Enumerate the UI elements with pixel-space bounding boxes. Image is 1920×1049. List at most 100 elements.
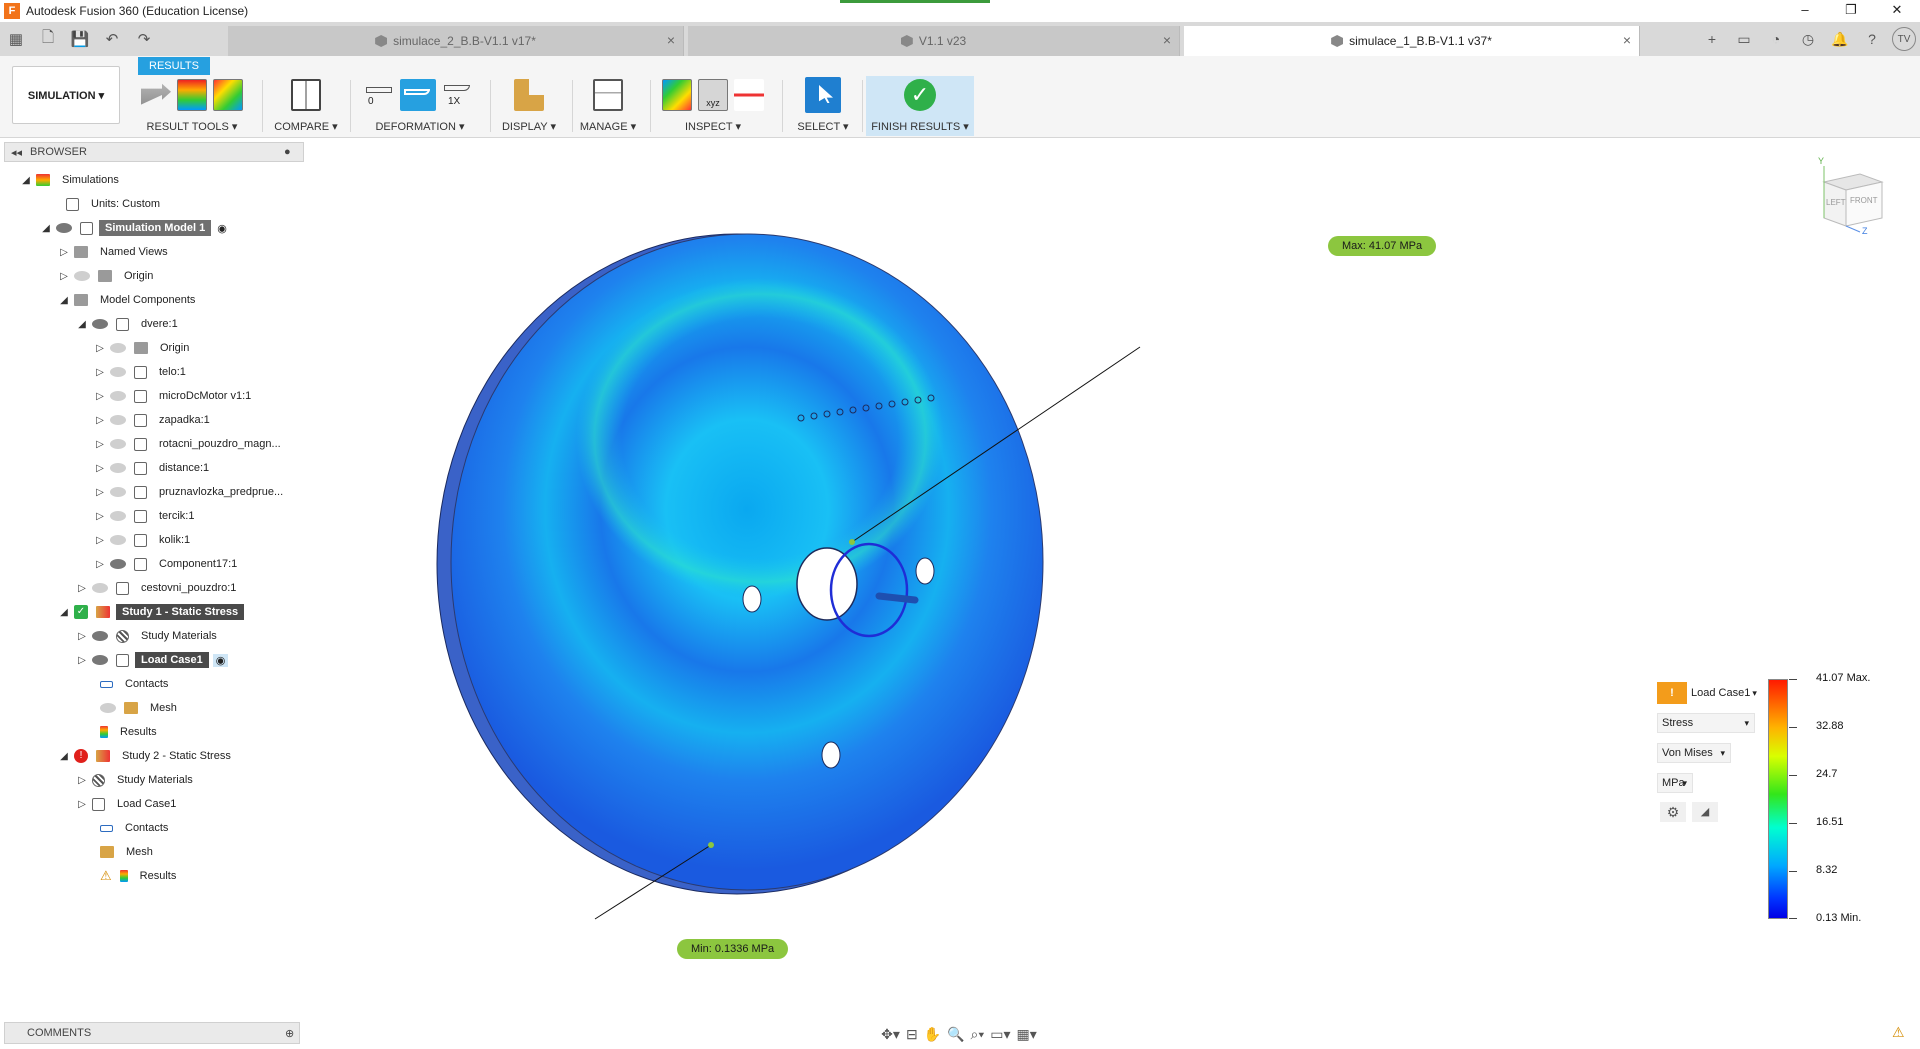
tree-item-cestovni-pouzdro[interactable]: ▷ cestovni_pouzdro:1 [76, 578, 242, 598]
collapse-panel-icon[interactable]: ◂◂ [11, 146, 23, 159]
tree-item-load-case-2[interactable]: ▷ Load Case1 [76, 794, 182, 814]
collapse-icon[interactable]: ◢ [42, 222, 50, 234]
tree-item-simulations[interactable]: ◢ Simulations [20, 170, 125, 190]
finish-results-menu[interactable]: FINISH RESULTS ▾ [871, 121, 969, 133]
tree-item-component17[interactable]: ▷ Component17:1 [94, 554, 243, 574]
adjusted-deformation-icon[interactable] [400, 79, 436, 111]
collapse-icon[interactable]: ◢ [22, 174, 30, 186]
display-menu[interactable]: DISPLAY ▾ [501, 121, 557, 133]
stress-model[interactable] [305, 138, 1920, 1018]
section-analysis-icon[interactable] [734, 79, 764, 111]
tree-item-contacts-2[interactable]: Contacts [96, 818, 174, 838]
tree-item-origin-sub[interactable]: ▷ Origin [94, 338, 195, 358]
visibility-eye-icon[interactable] [74, 271, 90, 281]
inspect-menu[interactable]: INSPECT ▾ [684, 121, 742, 133]
zoom-icon[interactable]: 🔍 [947, 1025, 965, 1042]
tree-item-distance[interactable]: ▷ distance:1 [94, 458, 215, 478]
tree-item-results-2[interactable]: ⚠ Results [96, 866, 182, 886]
tree-item-tercik[interactable]: ▷ tercik:1 [94, 506, 200, 526]
manage-icon[interactable] [593, 79, 623, 111]
manage-menu[interactable]: MANAGE ▾ [579, 121, 637, 133]
visibility-eye-icon[interactable] [92, 655, 108, 665]
viewcube-left-label[interactable]: LEFT [1826, 198, 1846, 207]
tree-item-named-views[interactable]: ▷ Named Views [58, 242, 174, 262]
restore-button[interactable]: ❐ [1845, 2, 1857, 17]
visibility-eye-icon[interactable] [110, 559, 126, 569]
tree-item-study-2[interactable]: ◢ ! Study 2 - Static Stress [58, 746, 237, 766]
close-tab-icon[interactable]: × [1162, 32, 1171, 48]
visibility-eye-icon[interactable] [110, 391, 126, 401]
avatar[interactable]: TV [1892, 27, 1916, 51]
min-stress-probe[interactable]: Min: 0.1336 MPa [677, 939, 789, 959]
tree-item-study-materials-2[interactable]: ▷ Study Materials [76, 770, 199, 790]
visibility-eye-icon[interactable] [110, 343, 126, 353]
new-tab-icon[interactable]: + [1707, 31, 1717, 47]
tree-item-mesh-1[interactable]: Mesh [96, 698, 183, 718]
tree-item-study-1[interactable]: ◢ ✓ Study 1 - Static Stress [58, 602, 245, 622]
max-stress-probe[interactable]: Max: 41.07 MPa [1328, 236, 1437, 256]
expand-icon[interactable]: ▷ [78, 582, 86, 594]
tree-item-origin[interactable]: ▷ Origin [58, 266, 159, 286]
expand-icon[interactable]: ▷ [78, 630, 86, 642]
viewcube[interactable]: LEFT FRONT Y Z [1812, 156, 1892, 236]
tree-item-model-components[interactable]: ◢ Model Components [58, 290, 201, 310]
expand-icon[interactable]: ▷ [78, 774, 86, 786]
expand-icon[interactable]: ▷ [96, 438, 104, 450]
xyz-probe-icon[interactable]: xyz [698, 79, 728, 111]
expand-icon[interactable]: ▷ [96, 510, 104, 522]
history-icon[interactable]: ◷ [1801, 30, 1815, 47]
extensions-icon[interactable]: ◔ [1771, 31, 1781, 47]
animate-camera-icon[interactable] [141, 83, 171, 105]
visibility-eye-icon[interactable] [110, 367, 126, 377]
activate-radio-icon[interactable]: ◉ [212, 653, 229, 667]
visibility-eye-icon[interactable] [100, 703, 116, 713]
tree-item-simulation-model[interactable]: ◢ Simulation Model 1 ◉ [40, 218, 227, 238]
actual-deformation-icon[interactable]: 1X [442, 79, 474, 111]
tree-item-dvere[interactable]: ◢ dvere:1 [76, 314, 184, 334]
pin-icon[interactable]: ● [284, 146, 291, 158]
visibility-eye-icon[interactable] [110, 463, 126, 473]
viewcube-front-label[interactable]: FRONT [1850, 196, 1878, 205]
close-tab-icon[interactable]: × [666, 32, 675, 48]
file-icon[interactable]: 🗋 [41, 28, 55, 46]
legend-resize-icon[interactable]: ◢ [1692, 802, 1718, 822]
expand-icon[interactable]: ▷ [96, 462, 104, 474]
compare-results-icon[interactable] [213, 79, 243, 111]
expand-icon[interactable]: ▷ [96, 414, 104, 426]
collapse-icon[interactable]: ◢ [60, 750, 68, 762]
grid-menu-icon[interactable]: ▦ [8, 31, 24, 48]
visibility-eye-icon[interactable] [56, 223, 72, 233]
collapse-icon[interactable]: ◢ [60, 294, 68, 306]
tree-item-mesh-2[interactable]: Mesh [96, 842, 159, 862]
visibility-eye-icon[interactable] [92, 583, 108, 593]
activate-radio-icon[interactable]: ◉ [217, 222, 227, 235]
expand-icon[interactable]: ▷ [96, 366, 104, 378]
stress-component-select[interactable]: Von Mises ▾ [1657, 743, 1731, 763]
document-tab[interactable]: simulace_2_B.B-V1.1 v17* × [228, 26, 684, 56]
expand-icon[interactable]: ▷ [78, 798, 86, 810]
deformation-menu[interactable]: DEFORMATION ▾ [375, 121, 465, 133]
tree-item-pruznavlozka[interactable]: ▷ pruznavlozka_predprue... [94, 482, 289, 502]
expand-icon[interactable]: ▷ [60, 246, 68, 258]
visibility-eye-icon[interactable] [110, 535, 126, 545]
tree-item-results-1[interactable]: Results [96, 722, 163, 742]
notifications-icon[interactable]: 🔔 [1831, 30, 1849, 47]
tree-item-kolik[interactable]: ▷ kolik:1 [94, 530, 196, 550]
look-at-icon[interactable]: ⊟ [905, 1025, 918, 1042]
visibility-eye-icon[interactable] [110, 487, 126, 497]
tree-item-microdcmotor[interactable]: ▷ microDcMotor v1:1 [94, 386, 257, 406]
tree-item-units[interactable]: Units: Custom [62, 194, 166, 214]
visibility-eye-icon[interactable] [110, 415, 126, 425]
result-type-select[interactable]: Stress ▾ [1657, 713, 1755, 733]
fit-zoom-icon[interactable]: ⌕▾ [970, 1025, 985, 1042]
tree-item-telo[interactable]: ▷ telo:1 [94, 362, 192, 382]
undeformed-icon[interactable]: 0 [366, 79, 394, 111]
warning-icon[interactable]: ⚠ [1892, 1024, 1905, 1040]
comments-panel[interactable]: COMMENTS ⊕ [4, 1022, 300, 1044]
pan-hand-icon[interactable]: ✋ [923, 1025, 942, 1042]
expand-icon[interactable]: ▷ [96, 342, 104, 354]
expand-icon[interactable]: ▷ [96, 486, 104, 498]
surface-probes-icon[interactable] [662, 79, 692, 111]
document-tab[interactable]: V1.1 v23 × [688, 26, 1180, 56]
result-tools-menu[interactable]: RESULT TOOLS ▾ [146, 121, 238, 133]
